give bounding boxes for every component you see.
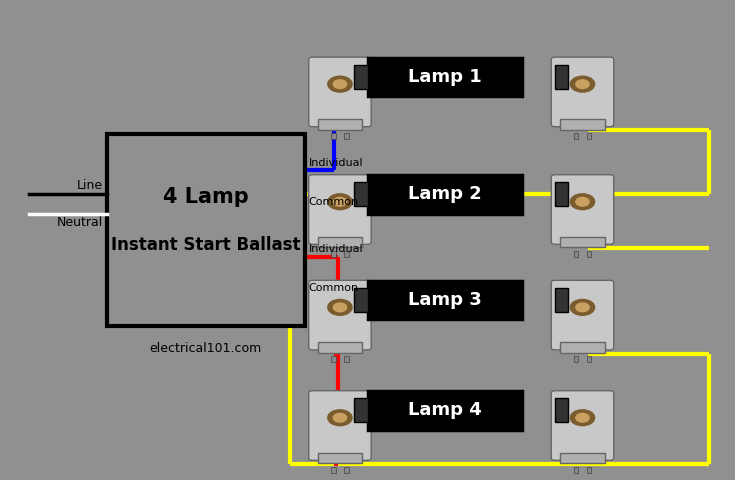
FancyBboxPatch shape [309,175,371,244]
FancyBboxPatch shape [344,467,349,473]
Circle shape [333,303,347,312]
Text: Lamp 1: Lamp 1 [408,68,481,86]
Text: Individual: Individual [309,158,363,168]
Circle shape [328,300,352,315]
FancyBboxPatch shape [331,133,335,139]
FancyBboxPatch shape [354,182,368,206]
FancyBboxPatch shape [551,175,614,244]
FancyBboxPatch shape [354,288,368,312]
FancyBboxPatch shape [354,65,368,89]
FancyBboxPatch shape [318,342,362,353]
FancyBboxPatch shape [555,288,568,312]
FancyBboxPatch shape [344,356,349,362]
FancyBboxPatch shape [318,453,362,463]
FancyBboxPatch shape [309,57,371,127]
FancyBboxPatch shape [331,356,335,362]
Text: Neutral: Neutral [57,216,103,229]
Circle shape [333,197,347,206]
Text: Common: Common [309,283,359,293]
Circle shape [328,410,352,426]
Text: Individual: Individual [309,244,363,254]
Text: 4 Lamp: 4 Lamp [163,187,248,207]
FancyBboxPatch shape [344,251,349,257]
FancyBboxPatch shape [331,467,335,473]
Text: Lamp 3: Lamp 3 [408,291,481,309]
FancyBboxPatch shape [555,398,568,422]
FancyBboxPatch shape [318,119,362,130]
FancyBboxPatch shape [573,467,578,473]
FancyBboxPatch shape [368,391,522,430]
Circle shape [328,194,352,210]
FancyBboxPatch shape [587,251,591,257]
Circle shape [576,80,589,88]
FancyBboxPatch shape [560,453,604,463]
FancyBboxPatch shape [573,356,578,362]
FancyBboxPatch shape [551,57,614,127]
FancyBboxPatch shape [587,356,591,362]
FancyBboxPatch shape [560,237,604,247]
FancyBboxPatch shape [573,251,578,257]
Text: Line: Line [76,179,103,192]
Text: Lamp 4: Lamp 4 [408,401,481,420]
FancyBboxPatch shape [551,391,614,460]
FancyBboxPatch shape [587,467,591,473]
Circle shape [333,80,347,88]
FancyBboxPatch shape [587,133,591,139]
FancyBboxPatch shape [107,134,305,326]
Circle shape [576,197,589,206]
FancyBboxPatch shape [560,342,604,353]
FancyBboxPatch shape [573,133,578,139]
Text: electrical101.com: electrical101.com [150,341,262,355]
FancyBboxPatch shape [344,133,349,139]
FancyBboxPatch shape [368,175,522,214]
FancyBboxPatch shape [560,119,604,130]
Circle shape [570,194,595,210]
Text: Common: Common [309,197,359,207]
Circle shape [570,410,595,426]
Text: Instant Start Ballast: Instant Start Ballast [111,236,301,254]
Text: Lamp 2: Lamp 2 [408,185,481,204]
FancyBboxPatch shape [555,65,568,89]
Circle shape [576,303,589,312]
FancyBboxPatch shape [318,237,362,247]
Circle shape [576,413,589,422]
FancyBboxPatch shape [368,58,522,96]
FancyBboxPatch shape [555,182,568,206]
FancyBboxPatch shape [368,281,522,319]
Circle shape [333,413,347,422]
FancyBboxPatch shape [309,280,371,350]
Circle shape [570,76,595,92]
FancyBboxPatch shape [551,280,614,350]
Circle shape [328,76,352,92]
FancyBboxPatch shape [309,391,371,460]
FancyBboxPatch shape [354,398,368,422]
FancyBboxPatch shape [331,251,335,257]
Circle shape [570,300,595,315]
